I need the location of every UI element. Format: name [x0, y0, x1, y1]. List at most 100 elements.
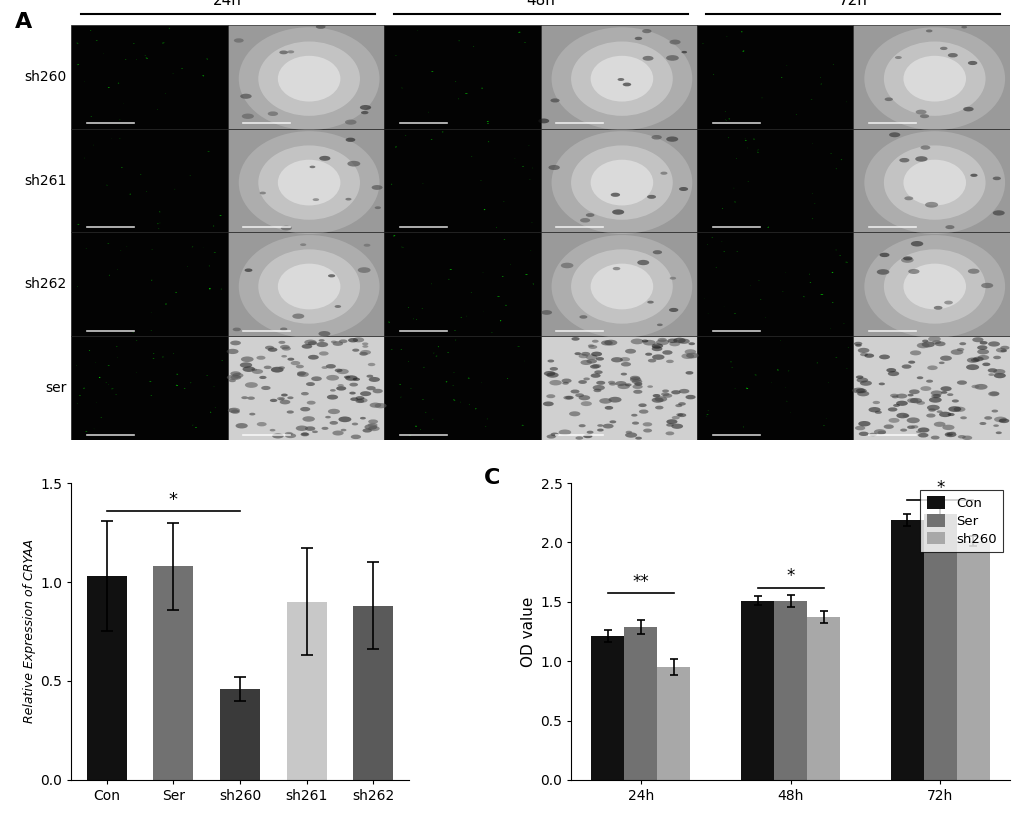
Bar [353, 606, 393, 780]
Circle shape [362, 429, 372, 433]
Circle shape [625, 433, 637, 438]
Circle shape [656, 323, 662, 326]
Circle shape [900, 257, 913, 263]
Ellipse shape [590, 160, 652, 205]
Circle shape [230, 341, 240, 346]
Circle shape [560, 263, 573, 268]
Circle shape [859, 380, 871, 386]
Circle shape [612, 267, 620, 270]
Circle shape [947, 413, 954, 416]
Circle shape [677, 413, 686, 417]
Circle shape [932, 394, 941, 397]
Circle shape [993, 373, 1005, 378]
Circle shape [249, 413, 255, 415]
Legend: Con, Ser, sh260: Con, Ser, sh260 [919, 489, 1003, 553]
Ellipse shape [903, 264, 965, 310]
Ellipse shape [393, 235, 395, 236]
Circle shape [608, 383, 615, 386]
Circle shape [287, 397, 293, 399]
Circle shape [921, 342, 933, 347]
Ellipse shape [394, 146, 396, 148]
Circle shape [902, 415, 909, 417]
Ellipse shape [277, 160, 340, 205]
Circle shape [859, 353, 867, 356]
Circle shape [876, 431, 886, 434]
Circle shape [259, 376, 266, 379]
Circle shape [329, 421, 337, 424]
Circle shape [899, 158, 909, 163]
Circle shape [591, 351, 601, 356]
Circle shape [328, 274, 335, 277]
Circle shape [279, 50, 287, 54]
Circle shape [908, 389, 919, 394]
Circle shape [311, 376, 322, 381]
Y-axis label: OD value: OD value [521, 596, 536, 667]
Circle shape [924, 202, 937, 208]
Circle shape [269, 429, 275, 431]
Circle shape [976, 346, 986, 350]
Circle shape [664, 432, 674, 435]
Circle shape [938, 411, 951, 417]
Circle shape [926, 405, 938, 410]
Circle shape [927, 408, 934, 411]
Circle shape [569, 411, 580, 416]
Ellipse shape [277, 264, 340, 310]
Circle shape [616, 383, 630, 389]
Bar [384, 337, 540, 440]
Bar [853, 232, 1009, 337]
Circle shape [902, 256, 912, 260]
Bar [853, 337, 1009, 440]
Circle shape [362, 345, 368, 348]
Circle shape [635, 437, 641, 440]
Circle shape [330, 389, 335, 392]
Circle shape [280, 328, 287, 331]
Circle shape [933, 342, 945, 346]
Bar [540, 337, 696, 440]
Circle shape [991, 210, 1004, 216]
Circle shape [353, 378, 360, 381]
Circle shape [925, 30, 931, 32]
Circle shape [574, 352, 581, 355]
Circle shape [941, 391, 947, 394]
Bar [286, 602, 326, 780]
Circle shape [652, 250, 661, 255]
Bar [227, 232, 384, 337]
Circle shape [638, 410, 648, 414]
Circle shape [926, 365, 936, 370]
Circle shape [927, 337, 940, 342]
Circle shape [925, 379, 932, 383]
Circle shape [232, 373, 244, 378]
Bar [853, 25, 1009, 129]
Circle shape [889, 132, 900, 137]
Circle shape [546, 372, 558, 378]
Circle shape [853, 342, 861, 346]
Circle shape [857, 421, 869, 426]
Circle shape [993, 424, 998, 427]
Circle shape [272, 433, 283, 438]
Circle shape [621, 362, 631, 366]
Circle shape [561, 382, 569, 385]
Circle shape [977, 355, 988, 360]
Circle shape [608, 420, 615, 424]
Circle shape [874, 410, 881, 414]
Circle shape [230, 371, 240, 376]
Circle shape [368, 363, 375, 366]
Circle shape [685, 395, 695, 399]
Circle shape [278, 341, 285, 344]
Circle shape [290, 361, 300, 365]
Ellipse shape [445, 381, 447, 383]
Circle shape [355, 399, 364, 403]
Circle shape [597, 424, 602, 427]
Circle shape [247, 397, 255, 400]
Circle shape [281, 393, 287, 397]
Ellipse shape [590, 264, 652, 310]
Circle shape [630, 338, 643, 344]
Bar [540, 232, 696, 337]
Circle shape [358, 267, 370, 273]
Circle shape [945, 225, 954, 229]
Circle shape [638, 403, 646, 407]
Circle shape [991, 177, 1000, 181]
Circle shape [338, 416, 351, 422]
Circle shape [309, 166, 315, 168]
Ellipse shape [863, 235, 1004, 338]
